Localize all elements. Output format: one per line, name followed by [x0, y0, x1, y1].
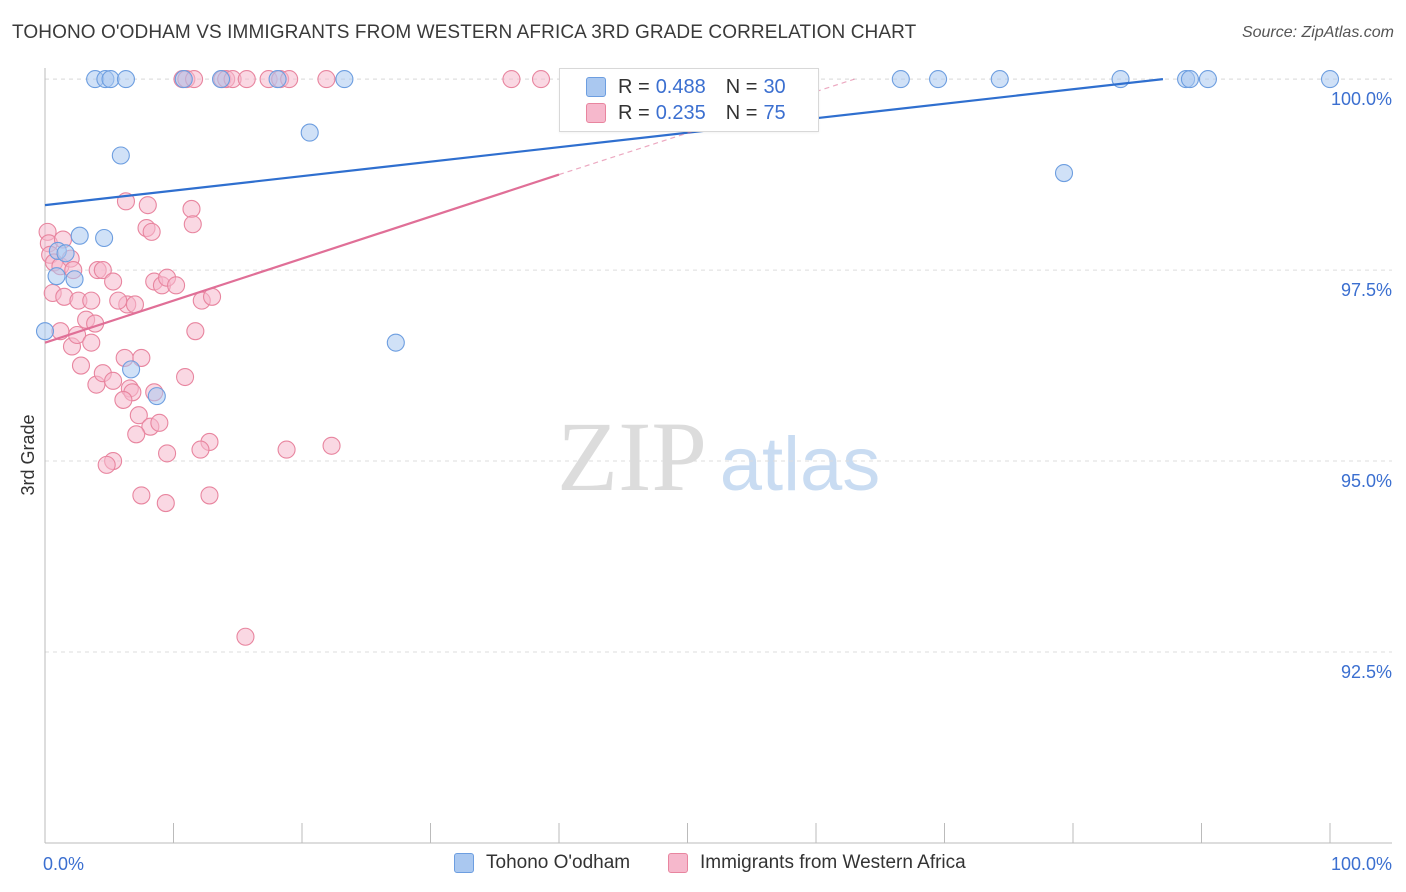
data-point [211, 70, 231, 89]
x-tick-label: 100.0% [1331, 854, 1392, 874]
data-point [1180, 70, 1199, 89]
data-point [111, 146, 130, 165]
chart-title: TOHONO O'ODHAM VS IMMIGRANTS FROM WESTER… [12, 22, 917, 43]
legend-swatch-pink [586, 103, 606, 123]
series-tohono-oodham [35, 70, 1340, 406]
data-point [531, 70, 551, 89]
data-point [200, 486, 219, 505]
data-point [93, 261, 112, 280]
y-tick-label: 95.0% [1341, 471, 1392, 491]
legend-row-immigrants-western-africa: R = 0.235 N = 75 [586, 100, 786, 126]
axis-labels: 92.5% 95.0% 97.5% 100.0% 0.0% 100.0% 3rd Grade [18, 89, 1392, 874]
legend-n-label: N = [725, 101, 758, 124]
data-point [236, 627, 255, 646]
data-point [1054, 164, 1074, 183]
legend-n-value: 30 [763, 75, 786, 98]
data-point [150, 413, 169, 432]
data-point [82, 333, 101, 352]
legend-r-value: 0.488 [655, 75, 706, 98]
data-point [183, 215, 202, 234]
y-tick-label: 97.5% [1341, 280, 1392, 300]
data-point [127, 425, 146, 444]
data-point [104, 371, 123, 390]
x-tick-label: 0.0% [43, 854, 84, 874]
watermark-atlas: atlas [720, 422, 881, 507]
watermark-zip: ZIP [557, 401, 707, 512]
data-point [174, 70, 193, 89]
data-point [277, 440, 296, 459]
data-point [138, 196, 157, 215]
data-point [142, 222, 161, 241]
data-point [114, 390, 133, 409]
y-tick-label: 92.5% [1341, 662, 1392, 682]
correlation-legend: R = 0.488 N = 30 R = 0.235 N = 75 [559, 68, 819, 132]
legend-item-tohono-oodham[interactable]: Tohono O'odham [454, 852, 630, 874]
data-point [104, 272, 123, 291]
data-point [176, 367, 195, 387]
data-point [47, 267, 66, 286]
axes [44, 68, 1392, 844]
data-point [300, 123, 319, 142]
y-axis-title: 3rd Grade [18, 414, 38, 495]
data-point [1320, 70, 1340, 89]
data-point [929, 70, 948, 89]
data-point [129, 406, 148, 425]
legend-r-label: R = [618, 75, 650, 98]
trend-line [44, 173, 560, 344]
data-point [65, 270, 84, 289]
data-point [95, 228, 114, 248]
trend-line [44, 78, 1164, 207]
data-point [132, 348, 151, 367]
legend-label: Immigrants from Western Africa [700, 852, 966, 873]
data-point [502, 70, 521, 89]
data-point [82, 291, 101, 310]
grid-lines [45, 78, 1392, 653]
series-legend: Tohono O'odham Immigrants from Western A… [0, 852, 1406, 878]
legend-swatch-pink [668, 853, 688, 873]
legend-r-value: 0.235 [655, 101, 706, 124]
legend-r-label: R = [618, 101, 650, 124]
data-point [147, 387, 166, 406]
data-point [70, 226, 89, 245]
data-point [132, 486, 151, 505]
legend-label: Tohono O'odham [486, 852, 631, 873]
data-point [268, 70, 287, 89]
data-point [990, 70, 1009, 89]
data-point [101, 70, 120, 89]
data-point [109, 291, 128, 310]
data-point [1198, 70, 1217, 89]
data-point [322, 436, 341, 455]
legend-swatch-blue [586, 77, 606, 97]
data-point [56, 244, 75, 263]
data-point [167, 276, 186, 295]
data-point [116, 70, 136, 89]
data-point [97, 455, 116, 474]
data-point [182, 199, 201, 219]
data-point [71, 356, 91, 375]
source-label: Source: ZipAtlas.com [1241, 24, 1394, 41]
data-point [335, 70, 354, 89]
data-point [237, 70, 256, 89]
data-point [386, 333, 405, 352]
data-point [891, 70, 910, 89]
data-point [156, 494, 175, 513]
data-point [122, 360, 141, 379]
data-point [158, 444, 177, 463]
y-tick-label: 100.0% [1331, 89, 1392, 109]
legend-item-immigrants-western-africa[interactable]: Immigrants from Western Africa [668, 852, 966, 874]
legend-n-label: N = [725, 75, 758, 98]
data-point [317, 70, 336, 89]
data-point [186, 322, 205, 341]
legend-row-tohono-oodham: R = 0.488 N = 30 [586, 74, 786, 100]
data-point [191, 440, 210, 459]
legend-swatch-blue [454, 853, 474, 873]
legend-n-value: 75 [763, 101, 786, 124]
data-point [35, 322, 55, 341]
